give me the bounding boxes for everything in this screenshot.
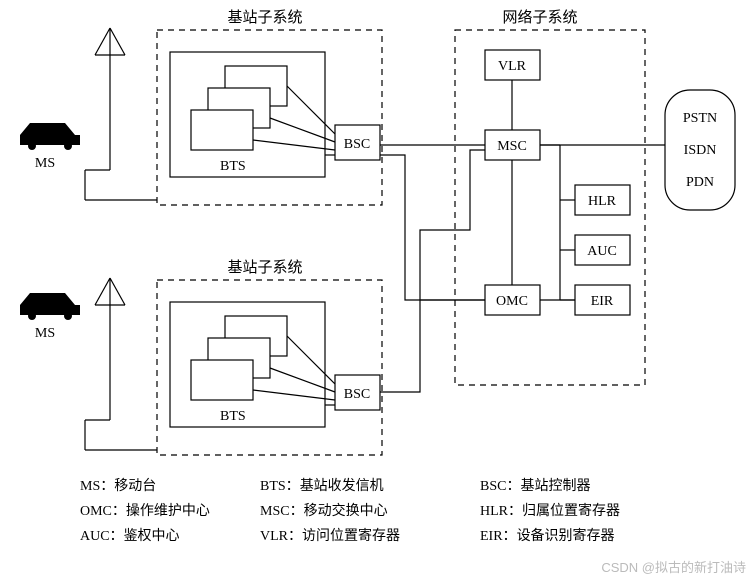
pdn-label: PDN [686, 175, 714, 190]
ms1-label: MS [35, 156, 55, 171]
gsm-architecture-diagram: 基站子系统 网络子系统 基站子系统 MS MS [0, 0, 756, 580]
ms2-label: MS [35, 326, 55, 341]
bsc2-label: BSC [344, 387, 370, 402]
bss2-title: 基站子系统 [227, 259, 302, 276]
vlr-label: VLR [498, 59, 527, 74]
bts1-label: BTS [220, 159, 246, 174]
svg-text:MS：移动台: MS：移动台 [80, 478, 156, 494]
hlr-label: HLR [588, 194, 617, 209]
nss-title: 网络子系统 [502, 9, 577, 26]
svg-text:EIR：设备识别寄存器: EIR：设备识别寄存器 [480, 527, 615, 544]
msc-label: MSC [497, 139, 527, 154]
omc-label: OMC [496, 294, 528, 309]
svg-text:BTS：基站收发信机: BTS：基站收发信机 [260, 477, 384, 494]
car-icon-2 [20, 293, 80, 320]
svg-text:BSC：基站控制器: BSC：基站控制器 [480, 477, 590, 494]
svg-text:MSC：移动交换中心: MSC：移动交换中心 [260, 502, 388, 519]
car-icon-1 [20, 123, 80, 150]
antenna-1 [85, 28, 157, 200]
isdn-label: ISDN [684, 143, 717, 158]
svg-text:AUC：鉴权中心: AUC：鉴权中心 [80, 528, 180, 544]
bts2-label: BTS [220, 409, 246, 424]
svg-text:VLR：访问位置寄存器: VLR：访问位置寄存器 [260, 527, 400, 544]
svg-text:HLR：归属位置寄存器: HLR：归属位置寄存器 [480, 502, 620, 519]
bts2-box-c [191, 360, 253, 400]
legend: MS：移动台 BTS：基站收发信机 BSC：基站控制器 OMC：操作维护中心 M… [80, 477, 620, 544]
eir-label: EIR [591, 294, 614, 309]
bts1-box-c [191, 110, 253, 150]
watermark: CSDN @拟古的新打油诗 [601, 557, 746, 576]
bsc1-label: BSC [344, 137, 370, 152]
antenna-2 [85, 278, 157, 450]
bss1-title: 基站子系统 [227, 9, 302, 26]
pstn-label: PSTN [683, 111, 717, 126]
auc-label: AUC [587, 244, 617, 259]
svg-text:OMC：操作维护中心: OMC：操作维护中心 [80, 503, 210, 519]
